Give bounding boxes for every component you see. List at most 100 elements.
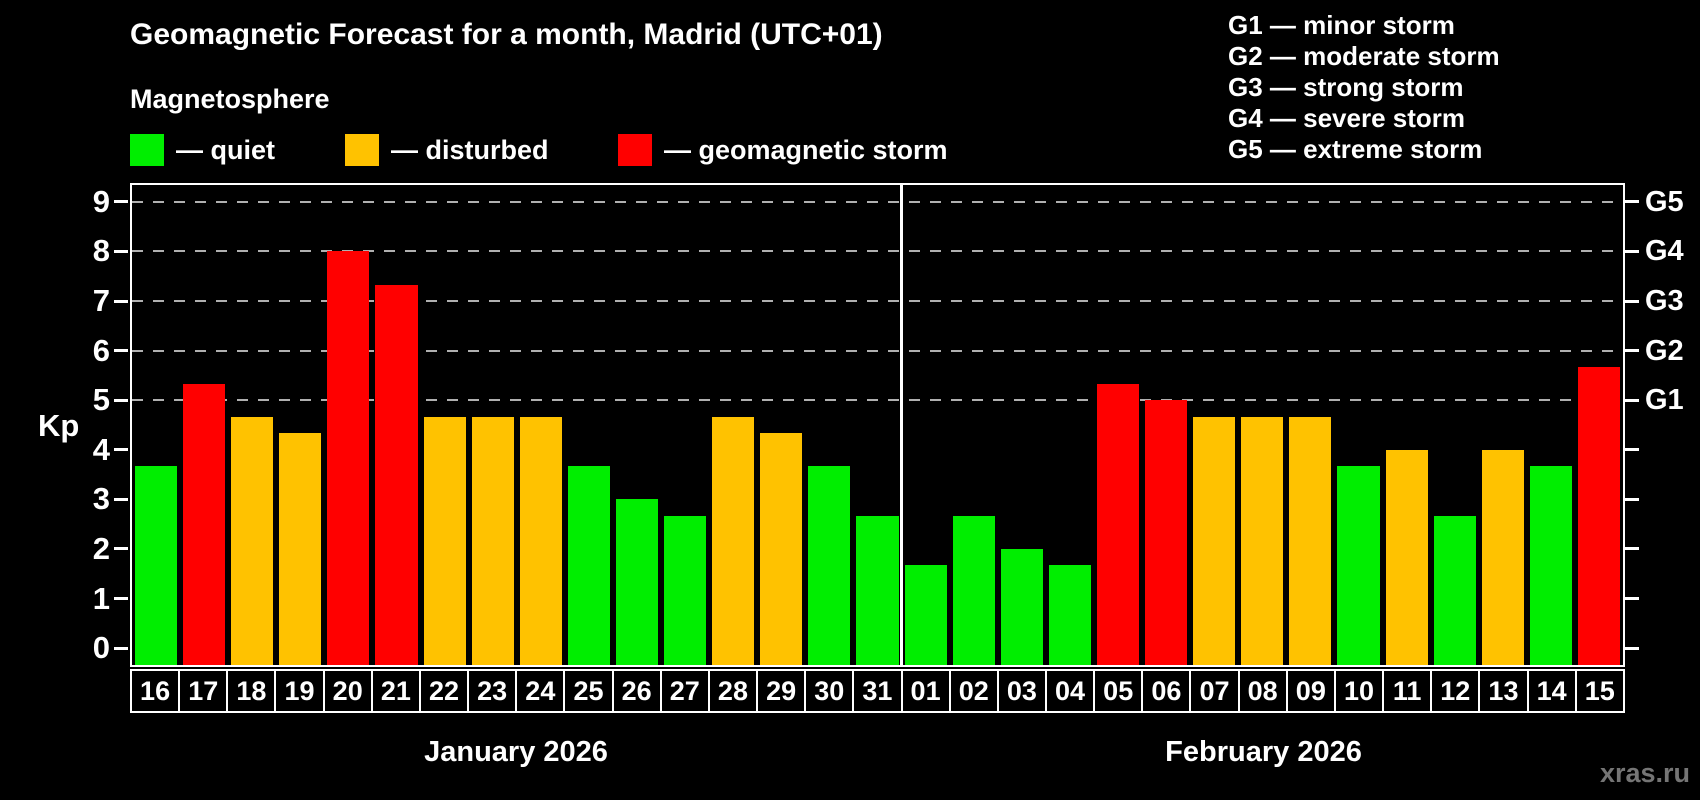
legend-item-storm: — geomagnetic storm — [618, 133, 948, 167]
g2-legend-line: G2 — moderate storm — [1228, 41, 1500, 71]
kp-bar-day-24 — [519, 416, 562, 665]
quiet-color-swatch — [130, 134, 164, 166]
day-label-18: 18 — [226, 669, 277, 713]
day-label-08: 08 — [1237, 669, 1288, 713]
day-label-16: 16 — [130, 669, 181, 713]
left-axis-tick-6 — [114, 349, 128, 353]
gridline-kp9 — [132, 200, 1623, 203]
right-axis-tick-9 — [1625, 200, 1639, 204]
day-label-23: 23 — [467, 669, 518, 713]
day-label-26: 26 — [611, 669, 662, 713]
right-axis-tick-3 — [1625, 497, 1639, 501]
day-label-04: 04 — [1044, 669, 1096, 713]
left-axis-label-9: 9 — [92, 183, 110, 219]
day-label-07: 07 — [1189, 669, 1240, 713]
left-axis-label-7: 7 — [92, 283, 110, 319]
kp-bar-day-27 — [664, 515, 707, 665]
right-axis-label-g2: G2 — [1645, 334, 1684, 367]
gridline-kp5 — [132, 399, 1623, 402]
day-label-25: 25 — [563, 669, 614, 713]
left-axis-tick-8 — [114, 249, 128, 253]
left-axis-label-1: 1 — [92, 580, 110, 616]
day-label-20: 20 — [322, 669, 373, 713]
day-label-27: 27 — [659, 669, 710, 713]
left-axis-tick-9 — [114, 200, 128, 204]
kp-bar-day-06 — [1145, 400, 1188, 665]
day-labels-row: 16 17 18 19 20 21 22 23 24 25 26 27 28 29 30 31 01 02 03 04… — [130, 669, 1625, 713]
right-axis-tick-8 — [1625, 249, 1639, 253]
month-label-january: January 2026 — [424, 736, 608, 768]
left-axis-label-6: 6 — [92, 332, 110, 368]
day-label-09: 09 — [1285, 669, 1336, 713]
kp-bar-day-12 — [1433, 515, 1476, 665]
kp-bar-day-05 — [1096, 383, 1140, 665]
right-axis-label-g1: G1 — [1645, 384, 1684, 417]
day-label-03: 03 — [996, 669, 1047, 713]
storm-color-swatch — [618, 134, 652, 166]
kp-bar-day-26 — [615, 499, 659, 665]
day-label-28: 28 — [707, 669, 759, 713]
g3-legend-line: G3 — strong storm — [1228, 72, 1464, 102]
kp-bar-day-04 — [1048, 565, 1091, 665]
gridline-kp8 — [132, 250, 1623, 253]
day-label-22: 22 — [418, 669, 470, 713]
kp-bar-day-03 — [1000, 548, 1043, 665]
month-label-february: February 2026 — [1165, 736, 1362, 768]
legend-item-disturbed: — disturbed — [345, 133, 549, 167]
g-scale-legend: G1 — minor storm G2 — moderate storm G3 … — [1228, 10, 1500, 165]
right-axis-label-g3: G3 — [1645, 285, 1684, 318]
gridline-kp7 — [132, 300, 1623, 303]
day-label-02: 02 — [948, 669, 999, 713]
right-axis-tick-2 — [1625, 547, 1639, 551]
left-axis-tick-5 — [114, 398, 128, 402]
left-axis-label-2: 2 — [92, 530, 110, 566]
kp-bar-day-29 — [760, 433, 803, 665]
day-label-05: 05 — [1093, 669, 1144, 713]
kp-bar-day-31 — [856, 515, 899, 665]
day-label-11: 11 — [1382, 669, 1433, 713]
kp-bar-day-10 — [1337, 466, 1380, 665]
kp-bar-day-13 — [1481, 449, 1524, 665]
kp-bar-day-28 — [712, 416, 755, 665]
day-label-12: 12 — [1430, 669, 1481, 713]
right-axis-label-g5: G5 — [1645, 185, 1684, 218]
right-axis-tick-5 — [1625, 398, 1639, 402]
day-label-15: 15 — [1574, 669, 1625, 713]
day-label-19: 19 — [274, 669, 325, 713]
gridline-kp6 — [132, 349, 1623, 352]
g5-legend-line: G5 — extreme storm — [1228, 134, 1483, 164]
left-axis-tick-1 — [114, 597, 128, 601]
left-axis-tick-4 — [114, 448, 128, 452]
kp-bar-day-15 — [1577, 366, 1620, 665]
kp-bar-day-07 — [1193, 416, 1236, 665]
legend-label-disturbed: — disturbed — [391, 134, 549, 165]
kp-bar-day-22 — [423, 416, 466, 665]
y-axis-label: Kp — [38, 408, 80, 443]
g4-legend-line: G4 — severe storm — [1228, 103, 1466, 133]
kp-bar-day-17 — [183, 383, 226, 665]
left-axis-label-0: 0 — [92, 630, 110, 666]
right-axis-tick-7 — [1625, 299, 1639, 303]
day-label-14: 14 — [1526, 669, 1577, 713]
day-label-01: 01 — [900, 669, 951, 713]
watermark: xras.ru — [1599, 758, 1690, 788]
day-label-17: 17 — [178, 669, 229, 713]
left-axis-label-4: 4 — [92, 431, 110, 467]
left-axis-tick-3 — [114, 497, 128, 501]
right-axis-tick-1 — [1625, 597, 1639, 601]
right-axis-tick-0 — [1625, 646, 1639, 650]
day-label-13: 13 — [1478, 669, 1529, 713]
kp-bar-day-20 — [327, 251, 370, 665]
left-axis-label-3: 3 — [92, 481, 110, 517]
right-axis-label-g4: G4 — [1645, 235, 1684, 268]
kp-bar-day-14 — [1529, 466, 1572, 665]
kp-bar-day-02 — [952, 515, 995, 665]
kp-bar-day-25 — [567, 466, 610, 665]
day-label-21: 21 — [370, 669, 421, 713]
chart-title: Geomagnetic Forecast for a month, Madrid… — [130, 18, 883, 51]
chart-subtitle: Magnetosphere — [130, 84, 330, 114]
kp-bar-day-30 — [808, 466, 851, 665]
day-label-24: 24 — [515, 669, 566, 713]
kp-bar-day-08 — [1241, 416, 1284, 665]
